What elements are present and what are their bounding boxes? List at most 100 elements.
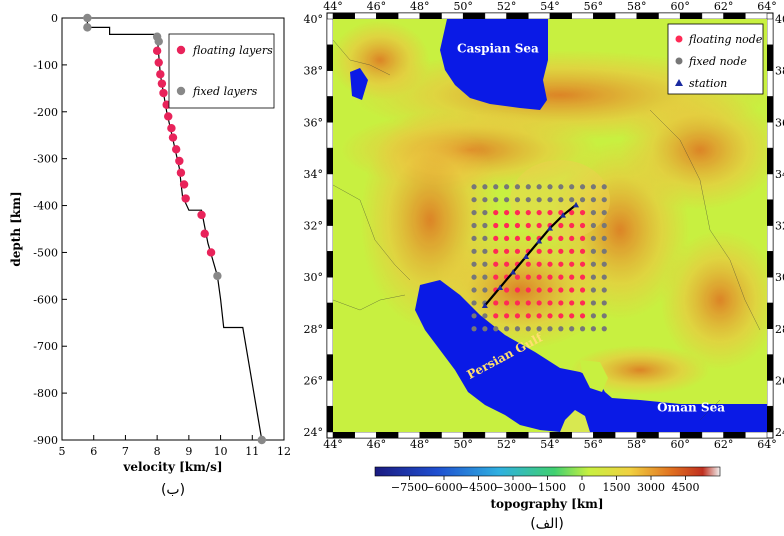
- fixed-node: [558, 184, 564, 190]
- station-marker: [497, 284, 504, 290]
- sea-label: Caspian Sea: [457, 42, 539, 56]
- map-lat-tick-right: 36°: [775, 116, 784, 129]
- fixed-node: [504, 184, 510, 190]
- floating-node: [493, 300, 499, 306]
- border-segment: [658, 12, 681, 20]
- map-lat-tick-left: 30°: [304, 271, 324, 284]
- border-segment: [766, 70, 774, 97]
- border-segment: [614, 12, 638, 20]
- floating-node: [514, 274, 521, 280]
- floating-layer-point: [206, 248, 216, 257]
- fixed-node: [601, 261, 607, 267]
- border-segment: [766, 173, 774, 200]
- fixed-node: [482, 261, 488, 267]
- floating-node: [493, 222, 499, 229]
- floating-layer-point: [159, 88, 168, 98]
- border-segment: [549, 12, 572, 20]
- map-lon-tick-bottom: 54°: [540, 438, 560, 451]
- floating-node: [514, 235, 521, 242]
- border-segment: [528, 12, 551, 20]
- floating-node: [558, 287, 564, 293]
- legend-floating-node-marker: [675, 35, 683, 43]
- floating-node: [493, 235, 499, 242]
- map-lon-tick-top: 62°: [714, 0, 734, 13]
- fixed-node: [601, 235, 607, 242]
- floating-node: [504, 300, 510, 306]
- border-segment: [326, 354, 334, 381]
- floating-layer-point: [157, 79, 167, 88]
- floating-node: [514, 248, 521, 254]
- station-marker: [523, 253, 530, 259]
- map-legend-box: [667, 23, 764, 95]
- floating-layer-point: [197, 210, 206, 220]
- floating-node: [579, 287, 586, 293]
- map-lon-tick-top: 48°: [410, 0, 430, 13]
- floating-node: [579, 300, 586, 306]
- border-segment: [354, 12, 377, 20]
- map-lon-tick-bottom: 48°: [410, 438, 430, 451]
- floating-node: [569, 313, 575, 319]
- legend-fixed-node-marker: [675, 57, 683, 65]
- border-segment: [766, 251, 774, 278]
- profile-y-tick-label: -300: [33, 153, 58, 166]
- colorbar-tick-label: −6000: [425, 481, 462, 494]
- fixed-node: [482, 222, 488, 229]
- fixed-node: [525, 184, 531, 190]
- fixed-node: [471, 274, 477, 280]
- fixed-node: [514, 197, 521, 203]
- border-segment: [326, 405, 334, 433]
- map-lon-tick-bottom: 52°: [497, 438, 517, 451]
- colorbar-tick-label: 4500: [672, 481, 700, 494]
- fixed-node: [579, 326, 586, 332]
- fixed-node: [547, 184, 553, 190]
- border-segment: [326, 380, 334, 407]
- fixed-node: [590, 326, 597, 332]
- fixed-node: [482, 274, 488, 280]
- border-segment: [326, 70, 334, 97]
- fixed-node: [601, 313, 607, 319]
- map-lat-tick-right: 28°: [775, 323, 784, 336]
- fixed-node: [471, 184, 477, 190]
- map-lon-tick-bottom: 44°: [323, 438, 343, 451]
- fixed-node: [601, 197, 607, 203]
- floating-node: [525, 235, 531, 242]
- colorbar-tick-label: 3000: [637, 481, 665, 494]
- border-segment: [326, 302, 334, 329]
- floating-node: [558, 313, 564, 319]
- fixed-node: [601, 184, 607, 190]
- map-lat-tick-left: 24°: [304, 426, 324, 439]
- topography-colorbar: [374, 466, 721, 477]
- border-segment: [326, 18, 334, 46]
- fixed-node: [471, 300, 477, 306]
- colorbar-ticks: −7500−6000−4500−3000−1500 0 1500 3000 4500: [391, 476, 700, 494]
- fixed-node: [569, 197, 575, 203]
- border-segment: [766, 122, 774, 149]
- profile-x-tick-label: 7: [122, 445, 129, 458]
- country-borders: [333, 39, 761, 421]
- fixed-node: [590, 184, 597, 190]
- colorbar-tick-label: −4500: [460, 481, 497, 494]
- velocity-profile: 0 -100 -200 -300 -400 -500 -600 -700 -800 -900 5 6…: [9, 12, 291, 498]
- fixed-node: [471, 287, 477, 293]
- colorbar-tick-label: −1500: [529, 481, 566, 494]
- profile-x-label: velocity [km/s]: [122, 460, 222, 474]
- map-lat-tick-right: 38°: [775, 65, 784, 78]
- floating-node: [536, 248, 542, 254]
- floating-node: [525, 300, 531, 306]
- sea-label: Oman Sea: [657, 400, 725, 414]
- fixed-node: [471, 222, 477, 229]
- station-marker: [481, 302, 488, 309]
- map-lat-tick-left: 26°: [304, 374, 324, 387]
- fixed-node: [547, 197, 553, 203]
- floating-layer-point: [176, 168, 186, 177]
- profile-y-tick-label: -600: [33, 293, 58, 306]
- map-lat-tick-right: 24°: [775, 426, 784, 439]
- floating-node: [579, 248, 586, 254]
- floating-layer-point: [200, 229, 209, 238]
- floating-node: [514, 287, 521, 293]
- border-segment: [571, 12, 594, 20]
- floating-node: [504, 248, 510, 254]
- floating-node: [536, 261, 542, 267]
- fixed-node: [601, 274, 607, 280]
- floating-node: [547, 274, 553, 280]
